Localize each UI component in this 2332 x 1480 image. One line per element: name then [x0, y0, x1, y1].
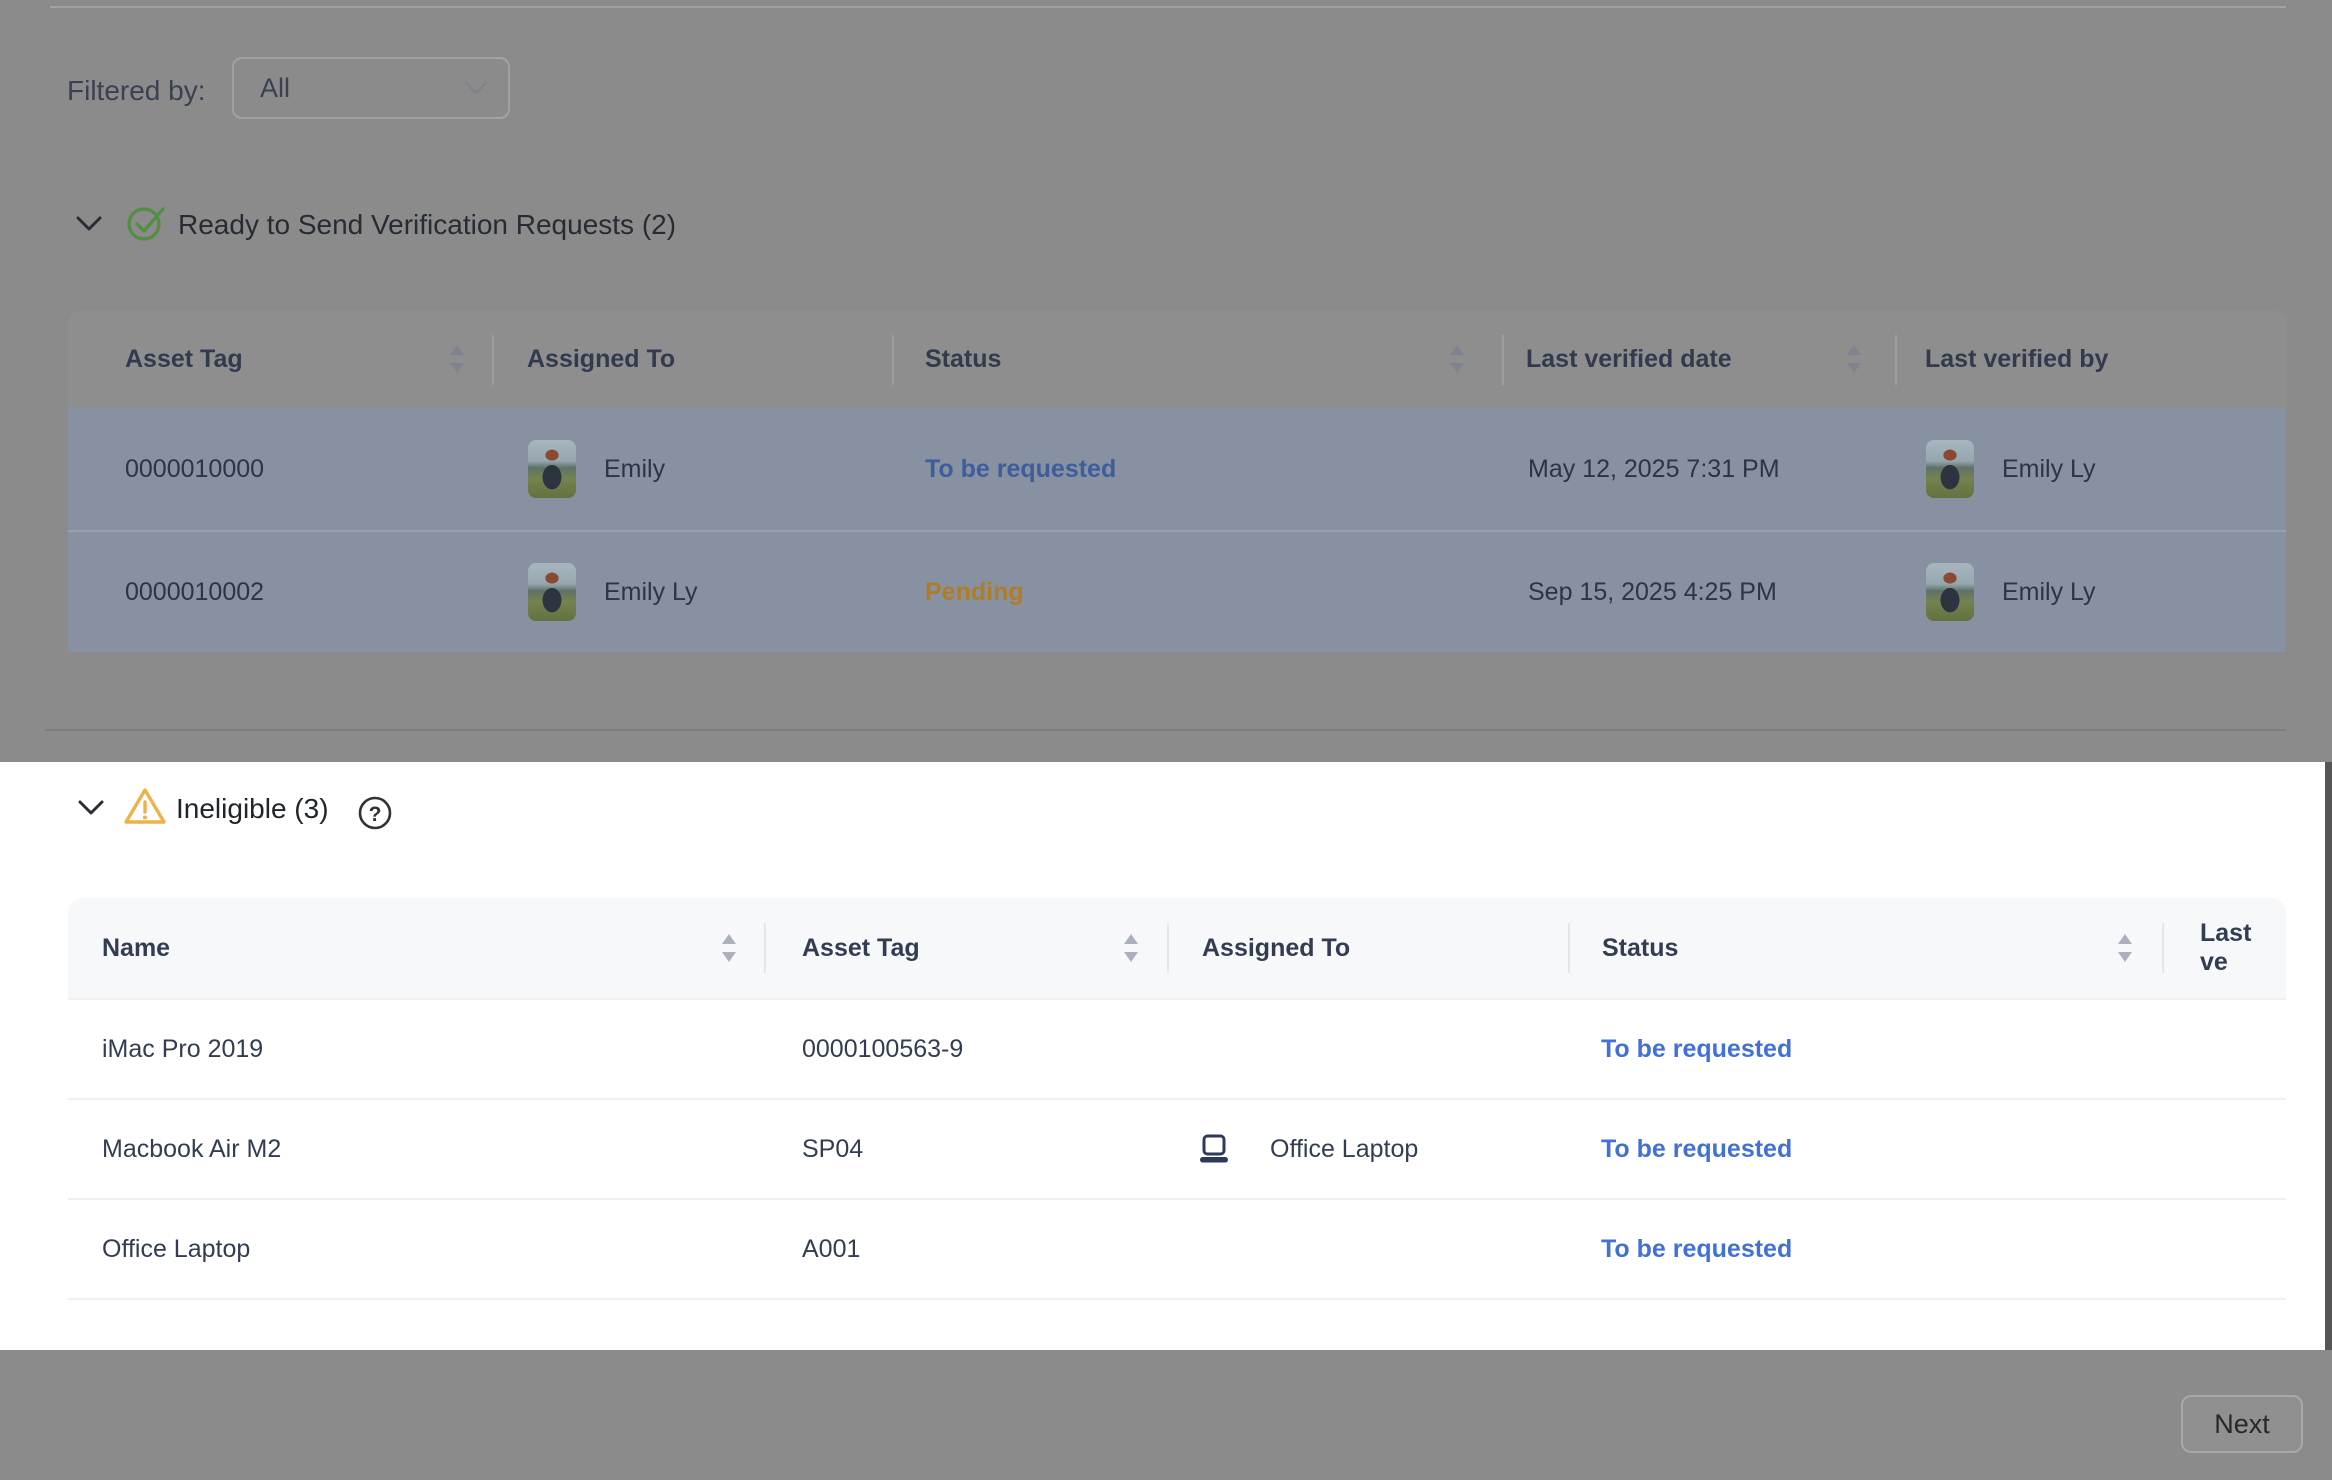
column-divider [1568, 923, 1570, 973]
column-header-last-verified-by[interactable]: Last verified by [1925, 344, 2109, 373]
top-divider [50, 6, 2286, 8]
assignee-name: Office Laptop [1270, 1134, 1419, 1163]
section-title-ineligible: Ineligible (3) [176, 793, 329, 824]
asset-tag-cell: 0000100563-9 [802, 1034, 964, 1063]
last-verified-date-cell: Sep 15, 2025 4:25 PM [1528, 577, 1777, 606]
status-badge: To be requested [1601, 1034, 1793, 1063]
asset-tag-cell: 0000010002 [125, 577, 265, 606]
column-header-asset-tag[interactable]: Asset Tag [802, 933, 920, 962]
sort-icon [1450, 345, 1464, 373]
name-cell: Macbook Air M2 [102, 1134, 282, 1163]
name-cell: Office Laptop [102, 1234, 251, 1263]
column-divider [764, 923, 766, 973]
avatar [1926, 440, 1974, 498]
column-divider [2162, 923, 2164, 973]
ready-table-header: Asset Tag Assigned To Status Last verifi… [68, 310, 2286, 408]
last-verified-date-cell: May 12, 2025 7:31 PM [1528, 454, 1780, 483]
sort-icon [1124, 934, 1138, 962]
collapse-chevron-icon[interactable] [76, 216, 102, 232]
column-header-last-verified-clipped[interactable]: Last ve [2200, 919, 2252, 976]
assignee-name: Emily [604, 454, 666, 483]
column-divider [1167, 923, 1169, 973]
filter-label: Filtered by: [67, 75, 206, 106]
status-badge: To be requested [1601, 1134, 1793, 1163]
ineligible-table-header: Name Asset Tag Assigned To Status Last v… [68, 898, 2286, 1000]
section-title-ready: Ready to Send Verification Requests (2) [178, 209, 677, 240]
dimmed-bottom-region: Next [0, 1350, 2332, 1480]
avatar [528, 563, 576, 621]
verifier-name: Emily Ly [2002, 454, 2096, 483]
column-divider [492, 335, 494, 385]
sort-icon [1847, 345, 1861, 373]
sort-icon [450, 345, 464, 373]
column-header-name[interactable]: Name [102, 933, 171, 962]
assigned-to-cell: Emily [528, 408, 665, 530]
last-verified-by-cell: Emily Ly [1926, 532, 2096, 652]
assigned-to-cell: Emily Ly [528, 532, 698, 652]
assignee-name: Emily Ly [604, 577, 698, 606]
table-row[interactable]: iMac Pro 2019 0000100563-9 To be request… [68, 1000, 2286, 1100]
highlighted-region: Ineligible (3) ? Name Asset Tag Assigned… [0, 762, 2332, 1350]
check-circle-icon [127, 207, 165, 241]
table-row[interactable]: 0000010000 Emily To be requested May 12,… [68, 408, 2286, 530]
avatar [528, 440, 576, 498]
status-badge: To be requested [1601, 1234, 1793, 1263]
collapse-chevron-icon[interactable] [78, 800, 104, 816]
filter-dropdown-value: All [260, 72, 291, 103]
ready-table: Asset Tag Assigned To Status Last verifi… [68, 310, 2286, 652]
dimmed-top-region: Filtered by: All Ready to Send Verificat… [0, 0, 2332, 762]
help-icon[interactable]: ? [356, 794, 394, 832]
section-divider [45, 729, 2286, 731]
column-header-assigned-to[interactable]: Assigned To [527, 344, 676, 373]
column-header-asset-tag[interactable]: Asset Tag [125, 344, 243, 373]
chevron-down-icon [464, 81, 488, 95]
sort-icon [2118, 934, 2132, 962]
verifier-name: Emily Ly [2002, 577, 2096, 606]
column-header-assigned-to[interactable]: Assigned To [1202, 933, 1351, 962]
table-row[interactable]: Macbook Air M2 SP04 Office Laptop To be … [68, 1100, 2286, 1200]
column-divider [892, 335, 894, 385]
asset-tag-cell: A001 [802, 1234, 861, 1263]
avatar [1926, 563, 1974, 621]
warning-triangle-icon [124, 788, 166, 824]
table-row[interactable]: 0000010002 Emily Ly Pending Sep 15, 2025… [68, 530, 2286, 652]
name-cell: iMac Pro 2019 [102, 1034, 264, 1063]
status-badge: Pending [925, 577, 1024, 606]
column-divider [1502, 335, 1504, 385]
column-header-last-verified-date[interactable]: Last verified date [1526, 344, 1732, 373]
last-verified-by-cell: Emily Ly [1926, 408, 2096, 530]
svg-text:?: ? [369, 803, 382, 826]
ineligible-table: Name Asset Tag Assigned To Status Last v… [68, 898, 2286, 1300]
status-badge: To be requested [925, 454, 1117, 483]
sort-icon [722, 934, 736, 962]
table-row[interactable]: Office Laptop A001 To be requested [68, 1200, 2286, 1300]
assigned-to-cell: Office Laptop [1196, 1100, 1418, 1198]
next-button[interactable]: Next [2181, 1395, 2303, 1453]
laptop-icon [1200, 1134, 1228, 1163]
asset-tag-cell: 0000010000 [125, 454, 265, 483]
asset-tag-cell: SP04 [802, 1134, 864, 1163]
filter-dropdown[interactable]: All [232, 57, 510, 119]
scrollbar[interactable] [2325, 762, 2332, 1350]
column-header-status[interactable]: Status [925, 344, 1002, 373]
column-header-status[interactable]: Status [1602, 933, 1679, 962]
column-divider [1895, 335, 1897, 385]
